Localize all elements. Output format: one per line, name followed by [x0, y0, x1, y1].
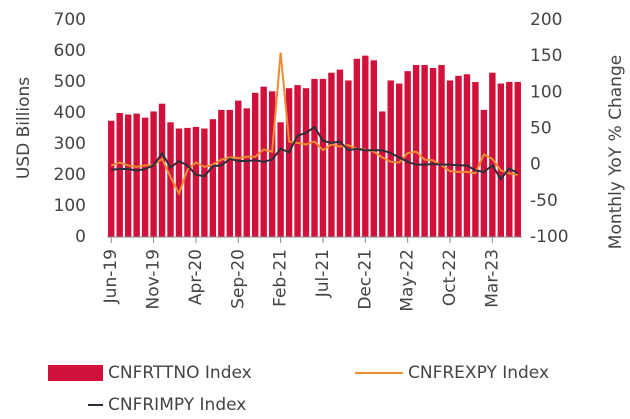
bar	[489, 72, 496, 237]
bar	[302, 88, 310, 237]
y-tick-label: 200	[54, 165, 86, 185]
x-tick-label: Dec-21	[355, 249, 375, 310]
bar	[438, 64, 445, 237]
bar	[209, 119, 217, 237]
y2-tick-label: 200	[530, 10, 562, 30]
y-tick-label: 0	[75, 227, 86, 247]
bar	[268, 91, 276, 237]
bar	[235, 100, 242, 237]
bar	[429, 68, 437, 237]
y2-tick-label: -100	[530, 227, 569, 247]
bar	[158, 103, 166, 237]
y-tick-label: 600	[54, 41, 86, 61]
bar	[472, 82, 479, 237]
bar	[345, 80, 352, 237]
y-tick-label: 500	[54, 72, 86, 92]
bar	[463, 74, 471, 237]
bar	[379, 111, 386, 237]
bar	[421, 64, 428, 237]
x-tick-label: Jul-21	[313, 249, 333, 298]
y2-axis-title: Monthly YoY % Change	[606, 55, 626, 249]
bar	[116, 113, 123, 237]
y2-tick-label: 150	[530, 46, 562, 66]
bar	[514, 82, 521, 237]
y2-tick-label: -50	[530, 191, 558, 211]
bar	[124, 114, 132, 237]
bar	[252, 92, 259, 237]
bar	[192, 126, 200, 237]
legend-swatch	[48, 365, 103, 381]
bar	[336, 69, 344, 237]
bar	[285, 88, 293, 237]
y2-tick-label: 0	[530, 155, 541, 175]
bar	[311, 78, 318, 238]
bar	[362, 55, 369, 238]
bar	[480, 109, 488, 237]
bar	[277, 122, 284, 237]
x-tick-label: Oct-22	[440, 249, 460, 306]
x-tick-label: Mar-23	[482, 249, 502, 308]
bar	[319, 78, 327, 238]
bar	[395, 83, 403, 237]
y-tick-label: 100	[54, 196, 86, 216]
x-tick-label: Sep-20	[228, 249, 248, 309]
legend-label: CNFRIMPY Index	[108, 395, 246, 415]
bar	[184, 127, 191, 237]
bar	[108, 120, 115, 237]
bar	[243, 108, 250, 237]
bar	[201, 128, 208, 237]
x-tick-label: Feb-21	[271, 249, 291, 307]
bar	[218, 109, 225, 237]
bar	[446, 80, 454, 237]
bar	[150, 111, 157, 237]
y-tick-label: 700	[54, 10, 86, 30]
x-tick-label: Jun-19	[101, 249, 121, 304]
line	[110, 52, 518, 197]
y-tick-label: 300	[54, 134, 86, 154]
x-tick-label: Apr-20	[186, 249, 206, 305]
line	[111, 125, 519, 181]
y2-tick-label: 100	[530, 82, 562, 102]
y-axis-title: USD Billions	[14, 77, 34, 179]
bar	[328, 72, 335, 237]
y2-tick-label: 50	[530, 119, 552, 139]
bar	[387, 80, 394, 237]
bar	[175, 128, 183, 237]
bar	[497, 83, 505, 237]
x-tick-label: May-22	[398, 249, 418, 312]
y-tick-label: 400	[54, 103, 86, 123]
bar	[370, 60, 377, 237]
bar	[141, 117, 149, 237]
legend-label: CNFRTTNO Index	[108, 363, 252, 383]
bar	[133, 113, 140, 237]
x-tick-label: Nov-19	[144, 249, 164, 310]
bar	[167, 122, 174, 237]
bar	[226, 109, 234, 237]
bar	[455, 75, 462, 237]
legend-label: CNFREXPY Index	[408, 363, 549, 383]
bar	[294, 85, 301, 237]
bar	[506, 82, 513, 237]
